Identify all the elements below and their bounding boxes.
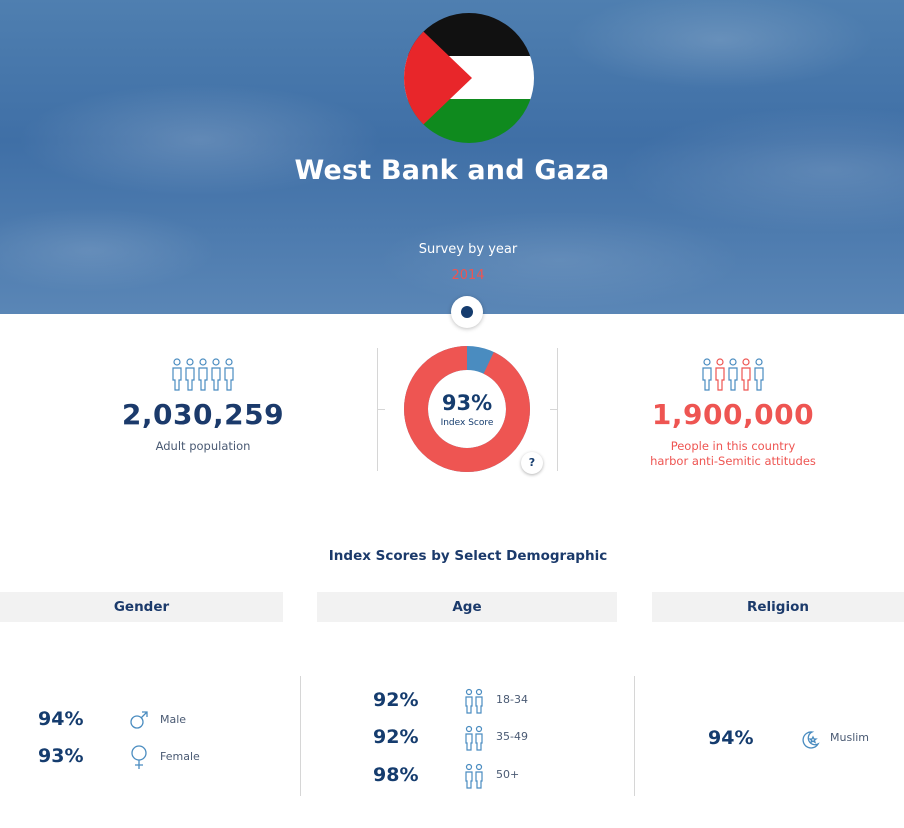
index-score-donut [404,346,530,472]
antisemitic-count-value: 1,900,000 [651,398,815,431]
divider-tick-right [550,409,558,410]
people-group-icon [100,358,306,392]
antisemitic-count-label: People in this country harbor anti-Semit… [630,439,836,469]
antisemitic-attitudes-stat: 1,900,000 People in this country harbor … [630,358,836,469]
age-18-34-pct: 92% [373,689,419,711]
age-18-34-label: 18-34 [496,693,528,706]
religion-muslim-label: Muslim [830,731,870,744]
demographics-heading: Index Scores by Select Demographic [328,548,608,564]
antisemitic-label-line2: harbor anti-Semitic attitudes [650,454,816,468]
age-35-49-label: 35-49 [496,730,528,743]
age-column-header: Age [317,592,617,622]
hero-banner: West Bank and Gaza Survey by year 2014 [0,0,904,314]
donut-score-arc [404,346,530,472]
demographics-divider-right [634,676,635,796]
people-group-highlight-icon [630,358,836,392]
gender-female-label: Female [160,750,200,763]
female-icon [131,745,147,769]
gender-male-label: Male [160,713,187,726]
religion-column-header: Religion [652,592,904,622]
help-button[interactable]: ? [521,452,543,474]
country-title: West Bank and Gaza [294,155,610,186]
gender-male-pct: 94% [38,708,84,730]
adult-population-value: 2,030,259 [121,398,285,431]
antisemitic-label-line1: People in this country [670,439,796,453]
index-score-value: 93% [441,391,493,415]
male-icon [130,711,148,729]
index-score-label: Index Score [440,418,494,428]
flag-icon [404,13,534,143]
adult-population-stat: 2,030,259 Adult population [100,358,306,454]
adult-population-label: Adult population [155,439,251,453]
survey-by-year-label: Survey by year [418,242,518,257]
age-50-plus-pct: 98% [373,764,419,786]
year-slider-handle[interactable] [451,296,483,328]
age-middle-icon [465,725,483,751]
age-young-icon [465,688,483,714]
age-older-icon [465,763,483,789]
year-slider-dot [461,306,473,318]
religion-muslim-pct: 94% [708,727,754,749]
survey-year-option[interactable]: 2014 [451,268,485,283]
age-50-plus-label: 50+ [496,768,520,781]
gender-column-header: Gender [0,592,283,622]
age-35-49-pct: 92% [373,726,419,748]
divider-tick-left [377,409,385,410]
demographics-divider-left [300,676,301,796]
gender-female-pct: 93% [38,745,84,767]
crescent-star-icon [802,731,820,749]
